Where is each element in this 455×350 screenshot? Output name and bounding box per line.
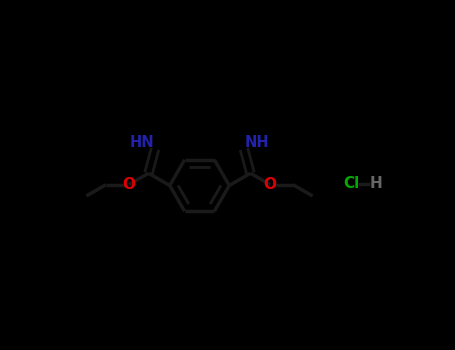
- Text: H: H: [369, 176, 382, 191]
- Text: O: O: [122, 177, 135, 192]
- Text: O: O: [263, 177, 277, 192]
- Text: HN: HN: [129, 135, 154, 150]
- Text: Cl: Cl: [344, 176, 360, 191]
- Text: NH: NH: [245, 135, 269, 150]
